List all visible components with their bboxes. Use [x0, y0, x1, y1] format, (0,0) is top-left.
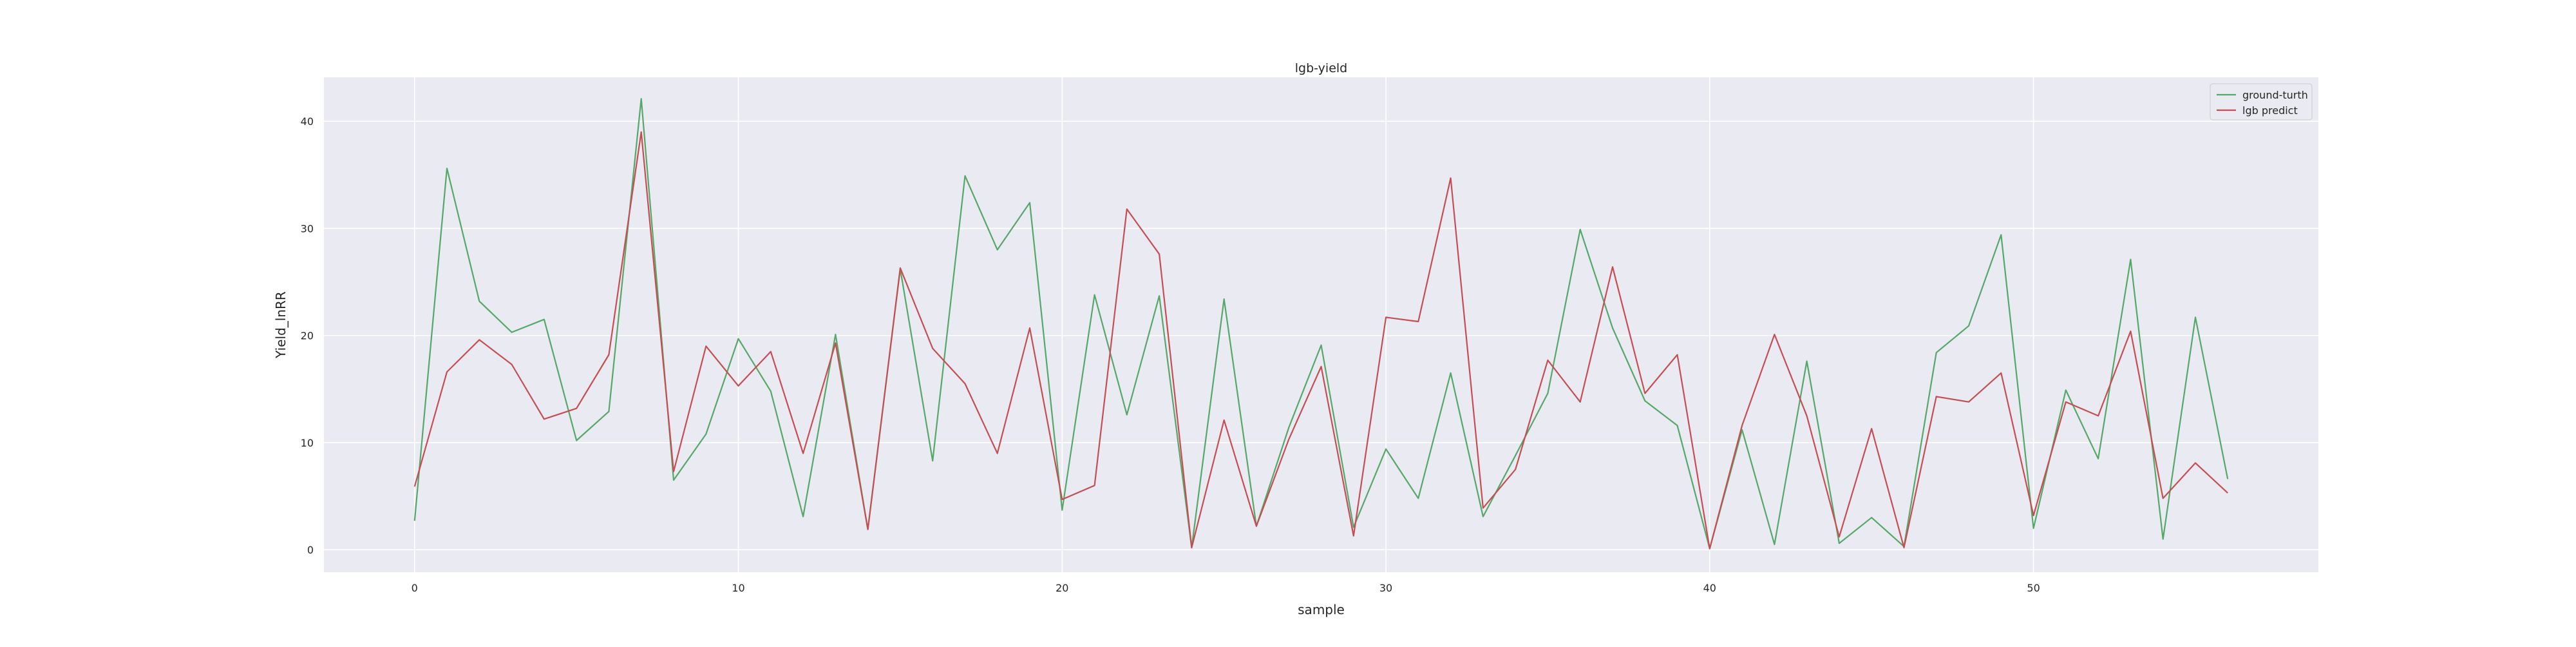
x-tick-label: 30	[1379, 582, 1392, 594]
x-axis-label: sample	[1298, 602, 1345, 617]
legend-label: ground-turth	[2242, 89, 2308, 101]
series-layer	[413, 98, 2229, 550]
y-tick-label: 10	[301, 437, 314, 449]
y-tick-label: 40	[301, 115, 314, 128]
x-tick-label: 50	[2027, 582, 2040, 594]
y-axis-label: Yield_lnRR	[273, 291, 289, 359]
tick-layer: 0 10 20 30 40 50 0 10 20 30 40	[301, 115, 2040, 594]
legend: ground-turth lgb predict	[2210, 83, 2313, 121]
series-line-ground-turth	[413, 98, 2229, 550]
grid-layer	[324, 77, 2318, 572]
y-tick-label: 30	[301, 222, 314, 235]
x-tick-label: 0	[412, 582, 418, 594]
x-tick-label: 10	[732, 582, 744, 594]
x-tick-label: 20	[1056, 582, 1068, 594]
y-tick-label: 20	[301, 330, 314, 342]
y-tick-label: 0	[307, 544, 314, 556]
legend-label: lgb predict	[2242, 104, 2298, 117]
plot-background	[324, 77, 2318, 572]
chart-title: lgb-yield	[1295, 61, 1347, 75]
series-line-lgb-predict	[413, 131, 2228, 550]
x-tick-label: 40	[1703, 582, 1716, 594]
